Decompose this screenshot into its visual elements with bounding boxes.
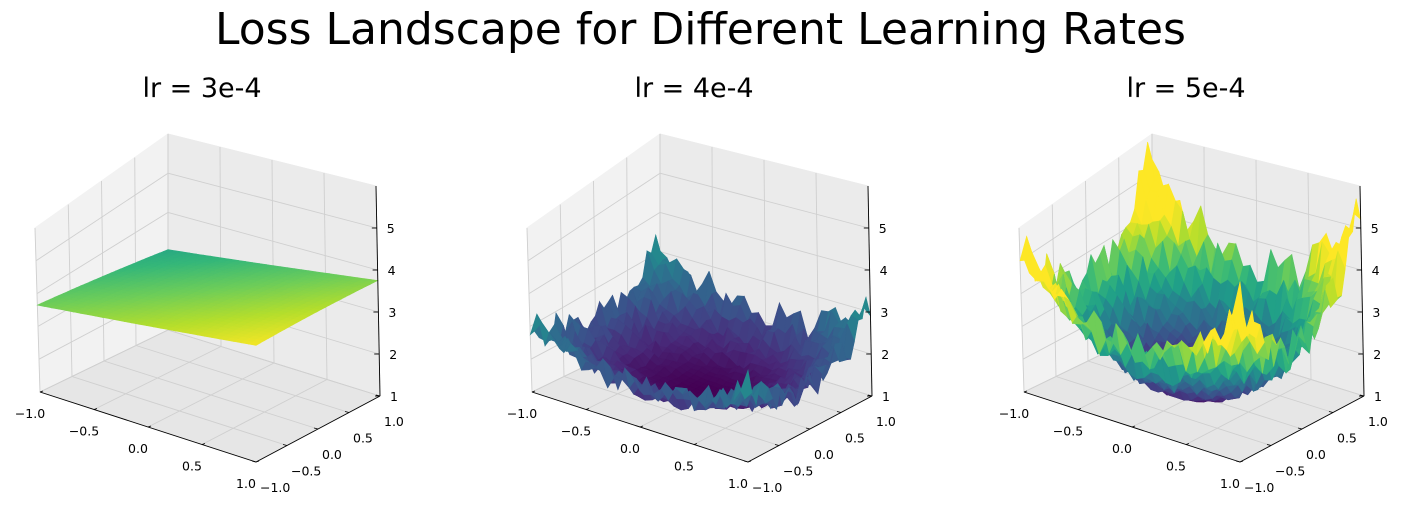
y-tick-label: 0.5 (845, 431, 865, 446)
grid-line (201, 379, 328, 445)
z-tick-label: 3 (1372, 305, 1380, 320)
x-tick-label: −1.0 (507, 406, 537, 421)
subplot-title: lr = 3e-4 (142, 73, 261, 104)
subplot-title: lr = 4e-4 (634, 73, 753, 104)
grid-line (659, 172, 869, 229)
z-tick-label: 1 (1374, 389, 1382, 404)
subplot-title: lr = 5e-4 (1126, 73, 1245, 104)
z-tick-label: 2 (389, 347, 397, 362)
y-tick-label: 0.5 (353, 431, 373, 446)
z-tick-label: 5 (387, 221, 395, 236)
y-tick-label: −1.0 (1244, 480, 1274, 495)
y-tick-mark (313, 427, 319, 430)
grid-line (36, 212, 169, 294)
x-tick-label: 0.5 (1166, 459, 1186, 474)
z-tick-label: 5 (1371, 221, 1379, 236)
x-tick-label: −0.5 (561, 424, 591, 439)
x-tick-label: −0.5 (69, 424, 99, 439)
z-tick-label: 2 (1373, 347, 1381, 362)
surface-patch (247, 341, 261, 346)
y-tick-label: 0.5 (1337, 431, 1357, 446)
loss-surface (36, 249, 379, 346)
subplot-lr-5e-4: lr = 5e-4−1.0−0.50.00.51.0 −1.0−0.50.00.5… (999, 73, 1388, 495)
z-tick-label: 1 (882, 389, 890, 404)
grid-line (167, 172, 377, 229)
x-tick-mark (39, 390, 44, 393)
y-tick-mark (251, 460, 257, 463)
y-tick-label: −1.0 (260, 480, 290, 495)
grid-line (527, 172, 661, 262)
x-tick-mark (255, 460, 260, 463)
x-tick-label: 0.0 (1112, 441, 1132, 456)
grid-line (659, 251, 871, 313)
x-tick-mark (93, 408, 98, 410)
grid-line (34, 227, 41, 393)
x-tick-label: 1.0 (1220, 476, 1240, 491)
z-tick-label: 3 (388, 305, 396, 320)
z-tick-label: 2 (881, 347, 889, 362)
z-axis-line (375, 185, 381, 397)
grid-line (39, 329, 169, 393)
subplot-lr-4e-4: lr = 4e-4−1.0−0.50.00.51.0 −1.0−0.50.00.5… (507, 73, 896, 495)
z-tick-label: 4 (880, 263, 888, 278)
y-tick-mark (282, 444, 288, 446)
x-tick-label: 0.0 (620, 441, 640, 456)
y-tick-label: 1.0 (1368, 414, 1388, 429)
y-tick-label: 0.0 (1306, 447, 1326, 462)
figure-title: Loss Landscape for Different Learning Ra… (215, 4, 1186, 55)
x-tick-label: 0.5 (674, 459, 694, 474)
z-tick-label: 4 (388, 263, 396, 278)
x-tick-label: 0.0 (128, 441, 148, 456)
y-tick-label: −0.5 (291, 464, 321, 479)
y-tick-label: 1.0 (384, 414, 404, 429)
grid-line (101, 180, 105, 362)
subplot-lr-3e-4: lr = 3e-4−1.0−0.50.00.51.0 −1.0−0.50.00.5… (15, 73, 404, 495)
x-tick-label: 1.0 (728, 476, 748, 491)
loss-surface (529, 233, 871, 413)
y-tick-label: 1.0 (876, 414, 896, 429)
grid-line (659, 211, 870, 271)
x-tick-mark (201, 443, 206, 445)
grid-line (35, 172, 169, 262)
x-tick-label: −1.0 (15, 406, 45, 421)
axes (39, 185, 381, 463)
z-tick-label: 1 (390, 389, 398, 404)
z-tick-label: 5 (879, 221, 887, 236)
grid-line (167, 211, 378, 271)
x-tick-label: −1.0 (999, 406, 1029, 421)
y-tick-label: −0.5 (783, 464, 813, 479)
grid-line (528, 212, 661, 294)
grid-line (529, 251, 661, 327)
grid-line (526, 227, 533, 393)
z-tick-label: 4 (1372, 263, 1380, 278)
x-tick-label: −0.5 (1053, 424, 1083, 439)
y-tick-mark (344, 411, 350, 413)
x-tick-label: 0.5 (182, 459, 202, 474)
z-tick-label: 3 (880, 305, 888, 320)
x-tick-mark (147, 425, 152, 428)
y-tick-label: −0.5 (1275, 464, 1305, 479)
x-tick-label: 1.0 (236, 476, 256, 491)
grid-line (135, 345, 350, 413)
y-tick-label: 0.0 (322, 447, 342, 462)
y-tick-label: −1.0 (752, 480, 782, 495)
grid-line (167, 329, 381, 397)
grid-line (103, 360, 319, 430)
y-tick-label: 0.0 (814, 447, 834, 462)
